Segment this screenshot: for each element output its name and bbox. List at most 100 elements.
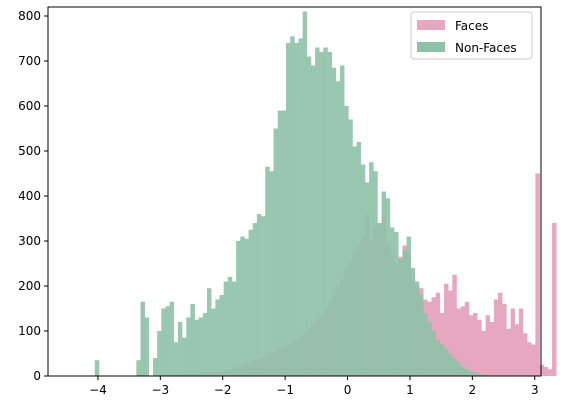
bar bbox=[440, 345, 444, 377]
bar bbox=[473, 313, 477, 376]
bar bbox=[153, 358, 157, 376]
bar bbox=[373, 171, 377, 376]
y-tick-label: 600 bbox=[18, 99, 41, 113]
bar bbox=[431, 331, 435, 376]
bar bbox=[386, 198, 390, 376]
bar bbox=[182, 338, 186, 376]
bar bbox=[224, 282, 228, 377]
bar bbox=[190, 304, 194, 376]
bar bbox=[244, 239, 248, 376]
bar bbox=[448, 354, 452, 377]
x-tick-label: 0 bbox=[344, 383, 352, 397]
bar bbox=[436, 340, 440, 376]
bar bbox=[361, 165, 365, 377]
bar bbox=[298, 39, 302, 377]
y-tick-label: 800 bbox=[18, 9, 41, 23]
y-tick-label: 500 bbox=[18, 144, 41, 158]
y-tick-label: 0 bbox=[33, 369, 41, 383]
bar bbox=[170, 302, 174, 376]
bar bbox=[369, 162, 373, 376]
bar bbox=[352, 147, 356, 377]
bar bbox=[481, 331, 485, 376]
legend-swatch bbox=[417, 20, 445, 30]
bar bbox=[515, 324, 519, 376]
bar bbox=[423, 313, 427, 376]
bar bbox=[274, 129, 278, 377]
bar bbox=[332, 68, 336, 376]
bar bbox=[257, 214, 261, 376]
bar bbox=[469, 315, 473, 376]
bar bbox=[452, 358, 456, 376]
bar bbox=[473, 372, 477, 376]
bar bbox=[315, 48, 319, 377]
bar bbox=[510, 309, 514, 377]
bar bbox=[486, 315, 490, 376]
bar bbox=[456, 363, 460, 377]
bar bbox=[377, 223, 381, 376]
bar bbox=[203, 313, 207, 376]
bar bbox=[340, 66, 344, 377]
bar bbox=[344, 106, 348, 376]
bar bbox=[365, 183, 369, 377]
bar bbox=[319, 52, 323, 376]
bar bbox=[228, 277, 232, 376]
y-tick-label: 100 bbox=[18, 324, 41, 338]
x-tick-label: −4 bbox=[89, 383, 107, 397]
bar bbox=[527, 342, 531, 376]
bar bbox=[465, 369, 469, 376]
bar bbox=[519, 309, 523, 377]
bar bbox=[415, 282, 419, 377]
bar bbox=[461, 367, 465, 376]
bar bbox=[552, 223, 556, 376]
bar bbox=[161, 309, 165, 377]
x-tick-label: −1 bbox=[276, 383, 294, 397]
bar bbox=[249, 230, 253, 376]
bar bbox=[199, 318, 203, 377]
bar bbox=[278, 111, 282, 377]
bar bbox=[498, 293, 502, 376]
bar bbox=[444, 349, 448, 376]
bar bbox=[307, 57, 311, 377]
bar bbox=[145, 318, 149, 377]
bar bbox=[382, 192, 386, 377]
legend-label: Non-Faces bbox=[455, 41, 517, 55]
y-tick-label: 700 bbox=[18, 54, 41, 68]
x-tick-label: 3 bbox=[531, 383, 539, 397]
legend-label: Faces bbox=[455, 19, 488, 33]
bar bbox=[323, 48, 327, 377]
bar bbox=[290, 36, 294, 376]
bar bbox=[195, 320, 199, 376]
bar bbox=[490, 322, 494, 376]
bar bbox=[398, 259, 402, 376]
bar bbox=[261, 216, 265, 376]
bar bbox=[494, 300, 498, 377]
bar bbox=[390, 228, 394, 377]
y-tick-label: 300 bbox=[18, 234, 41, 248]
bar bbox=[427, 322, 431, 376]
bar bbox=[178, 322, 182, 376]
bar bbox=[282, 111, 286, 377]
bar bbox=[240, 237, 244, 377]
bar bbox=[531, 345, 535, 377]
bar bbox=[157, 331, 161, 376]
bar bbox=[407, 237, 411, 377]
bar bbox=[232, 282, 236, 377]
bar bbox=[265, 167, 269, 376]
bar bbox=[311, 66, 315, 377]
bar bbox=[207, 288, 211, 376]
y-tick-label: 400 bbox=[18, 189, 41, 203]
bar bbox=[269, 171, 273, 376]
bar bbox=[253, 223, 257, 376]
x-tick-label: −3 bbox=[151, 383, 169, 397]
bar bbox=[394, 232, 398, 376]
bar bbox=[211, 309, 215, 377]
legend-swatch bbox=[417, 42, 445, 52]
bar bbox=[303, 12, 307, 377]
x-tick-label: −2 bbox=[214, 383, 232, 397]
bar bbox=[502, 304, 506, 376]
bar bbox=[336, 81, 340, 376]
bar bbox=[219, 295, 223, 376]
bar bbox=[136, 360, 140, 376]
bar bbox=[402, 250, 406, 376]
